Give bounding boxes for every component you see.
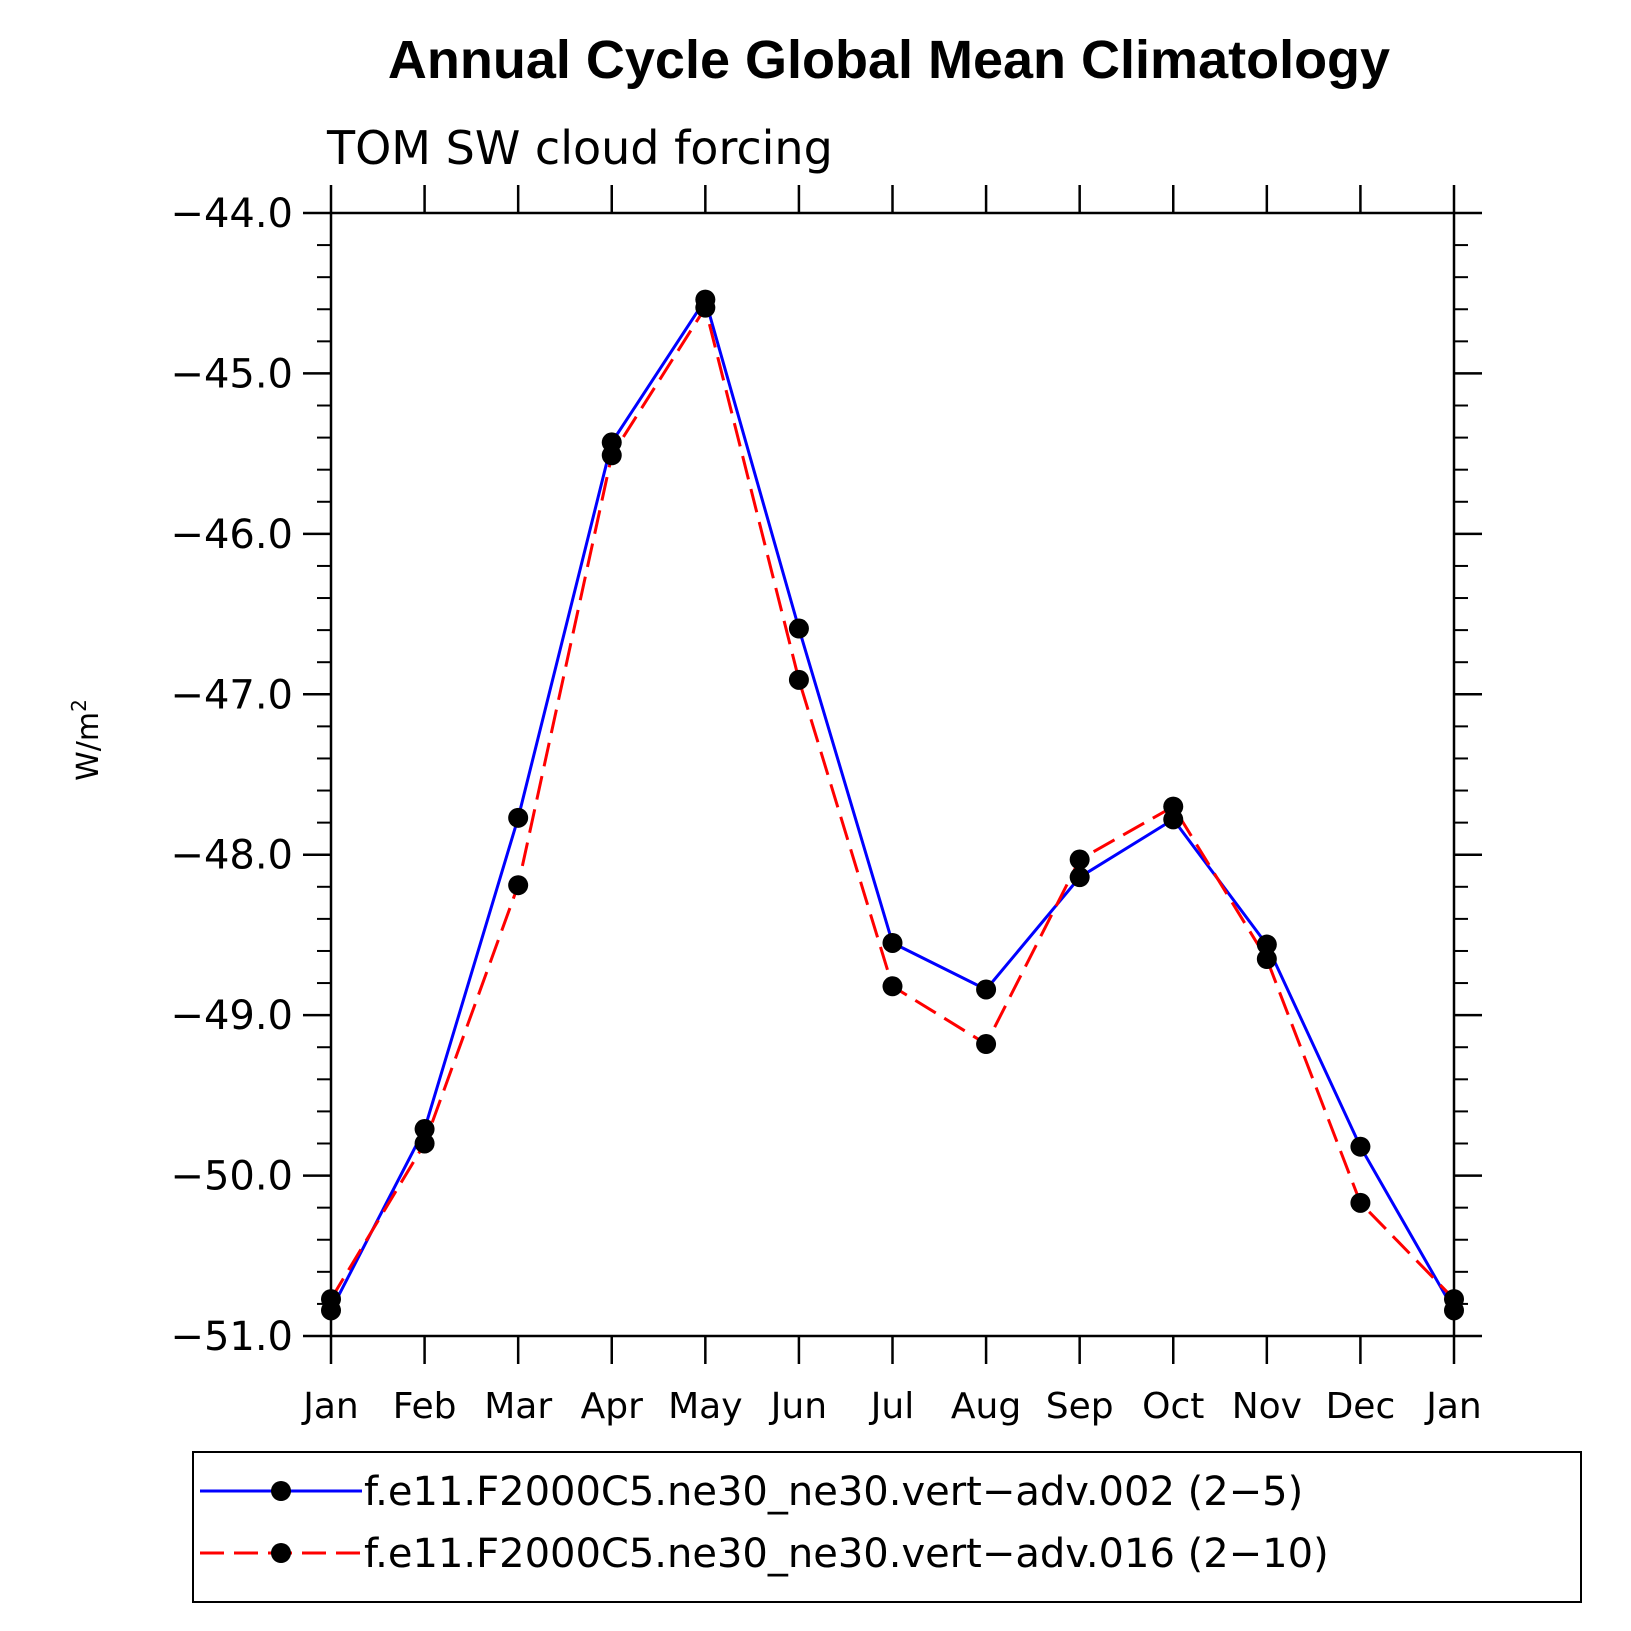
data-point-series-2 [508,875,529,896]
data-point-series-2 [976,1034,997,1055]
ytick-label: −51.0 [170,1314,293,1360]
data-point-series-1 [976,979,997,1000]
xtick-label: Oct [1142,1386,1204,1427]
xtick-label: Feb [393,1386,457,1427]
ytick-label: −44.0 [170,191,293,237]
series-markers [321,289,1464,1321]
xtick-label: May [668,1386,742,1427]
data-point-series-2 [1163,796,1184,817]
series-line-2 [329,303,1456,1301]
data-point-series-1 [882,932,903,953]
data-point-series-2 [1069,849,1090,870]
data-point-series-1 [1069,867,1090,888]
data-point-series-1 [1350,1136,1371,1157]
data-point-series-2 [788,669,809,690]
xtick-label: Jan [1424,1386,1482,1427]
ytick-label: −50.0 [170,1154,293,1200]
xtick-label: Aug [951,1386,1021,1427]
data-point-series-2 [1350,1192,1371,1213]
data-point-series-1 [788,618,809,639]
legend: f.e11.F2000C5.ne30_ne30.vert−adv.002 (2−… [192,1451,1582,1603]
chart-subtitle: TOM SW cloud forcing [326,121,833,175]
axis-ticks [303,185,1482,1364]
ytick-label: −47.0 [170,672,293,718]
chart-title: Annual Cycle Global Mean Climatology [388,30,1390,90]
legend-marker-1 [271,1481,291,1501]
data-point-series-2 [414,1133,435,1154]
data-point-series-2 [882,976,903,997]
xtick-label: Nov [1232,1386,1302,1427]
legend-marker-2 [271,1543,291,1563]
series-lines [329,296,1456,1312]
xtick-label: Apr [581,1386,643,1427]
legend-label-1: f.e11.F2000C5.ne30_ne30.vert−adv.002 (2−… [364,1469,1303,1515]
y-axis-label-superscript: 2 [67,699,91,712]
legend-entries: f.e11.F2000C5.ne30_ne30.vert−adv.002 (2−… [200,1469,1329,1577]
ytick-label: −45.0 [170,351,293,397]
xtick-label: Mar [484,1386,552,1427]
data-point-series-2 [1256,948,1277,969]
y-axis-label: W/m2 [67,699,106,781]
data-point-series-2 [695,297,716,318]
ytick-label: −48.0 [170,833,293,879]
legend-label-2: f.e11.F2000C5.ne30_ne30.vert−adv.016 (2−… [364,1531,1329,1577]
tick-labels: −44.0 −45.0 −46.0 −47.0 −48.0 −49.0 −50.0 −51.0… [170,191,1481,1427]
plot-frame [329,211,1456,1338]
ytick-label: −46.0 [170,512,293,558]
data-point-series-1 [1256,934,1277,955]
xtick-label: Dec [1326,1386,1396,1427]
data-point-series-1 [414,1119,435,1140]
data-point-series-1 [508,807,529,828]
xtick-label: Jul [869,1386,914,1427]
data-point-series-2 [601,445,622,466]
series-line-1 [329,296,1456,1312]
xtick-label: Jun [769,1386,827,1427]
legend-box [192,1451,1582,1603]
ytick-label: −49.0 [170,993,293,1039]
xtick-label: Sep [1046,1386,1114,1427]
xtick-label: Jan [301,1386,359,1427]
